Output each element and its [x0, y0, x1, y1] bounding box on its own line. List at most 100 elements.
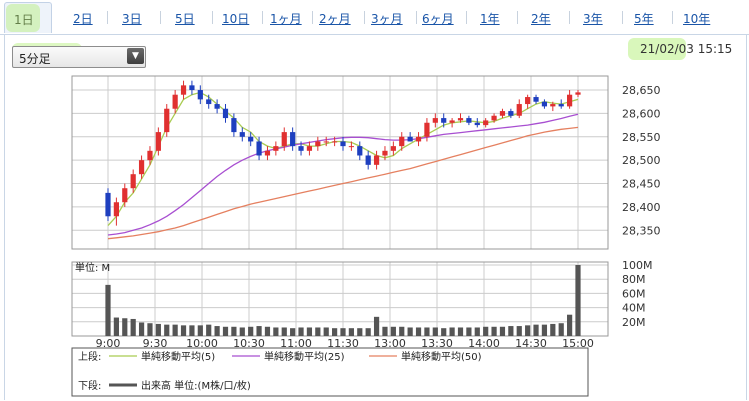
x-tick-labels: 9:00 9:30 10:00 10:30 11:00 11:30 13:00 13:30 14… [96, 337, 594, 350]
candle-body [424, 122, 430, 137]
interval-select[interactable]: 5分足 ▼ [12, 46, 146, 68]
x-tick-label: 13:00 [374, 337, 406, 350]
volume-bar [550, 323, 556, 336]
tab-2month[interactable]: 2ヶ月 [319, 12, 351, 26]
volume-bar [415, 327, 422, 336]
price-y-tick-labels: 28,650 28,600 28,550 28,500 28,450 28,400 28,3… [622, 84, 661, 237]
volume-bar [474, 327, 480, 336]
candle-body [130, 174, 136, 189]
tab-10day[interactable]: 10日 [222, 12, 250, 26]
candle-body [105, 192, 111, 217]
volume-y-tick-label: 60M [622, 287, 646, 300]
price-y-tick-label: 28,550 [622, 131, 661, 144]
price-plot-frame [71, 75, 609, 250]
tab-5year[interactable]: 5年 [634, 12, 654, 26]
tab-divider [364, 11, 365, 24]
volume-bar [449, 327, 455, 336]
tab-divider [262, 11, 263, 24]
tab-2day[interactable]: 2日 [73, 12, 93, 26]
volume-bar [508, 326, 514, 336]
volume-bar [222, 326, 229, 336]
volume-bar [122, 318, 128, 336]
tab-2year[interactable]: 2年 [531, 12, 551, 26]
tab-3month[interactable]: 3ヶ月 [371, 12, 403, 26]
interval-select-value: 5分足 [19, 52, 51, 66]
tab-6month[interactable]: 6ヶ月 [422, 12, 454, 26]
volume-bar [390, 326, 396, 336]
volume-bar [180, 325, 187, 336]
volume-bar [231, 326, 237, 336]
tab-1day[interactable]: 1日 [4, 2, 52, 33]
x-tick-label: 9:00 [96, 337, 121, 350]
tab-divider [416, 11, 417, 24]
volume-bar [558, 323, 564, 336]
candlesticks [105, 80, 581, 226]
datetime-label: 21/02/03 15:15 [640, 42, 733, 56]
candle-body [390, 146, 396, 151]
candle-body [147, 150, 153, 161]
candle-body [239, 132, 245, 137]
candle-body [340, 141, 346, 147]
volume-bar [130, 318, 136, 336]
volume-bar [281, 327, 287, 336]
volume-bar [365, 328, 371, 336]
tab-divider [517, 11, 518, 24]
volume-bar [239, 327, 245, 336]
tab-3day[interactable]: 3日 [122, 12, 142, 26]
volume-bar [457, 327, 464, 336]
volume-bars [105, 265, 581, 336]
volume-bar [373, 316, 380, 336]
legend-upper-label: 上段: [78, 350, 101, 363]
volume-bar [516, 326, 522, 336]
candle-body [550, 104, 556, 107]
volume-bar [172, 324, 178, 336]
tab-1year[interactable]: 1年 [480, 12, 500, 26]
volume-unit-label: 単位: M [75, 261, 110, 274]
volume-bar [575, 265, 581, 336]
candle-body [323, 141, 329, 143]
candle-body [432, 118, 438, 123]
tab-3year[interactable]: 3年 [583, 12, 603, 26]
chevron-down-icon[interactable]: ▼ [127, 48, 144, 64]
candle-body [273, 146, 279, 151]
volume-bar [138, 322, 145, 336]
candle-body [373, 155, 380, 165]
tab-10year[interactable]: 10年 [683, 12, 711, 26]
candle-body [231, 118, 237, 133]
price-y-tick-label: 28,600 [622, 107, 661, 120]
tab-label: 1日 [14, 13, 34, 27]
tab-divider [107, 11, 108, 24]
tab-5day[interactable]: 5日 [175, 12, 195, 26]
candle-body [399, 136, 405, 147]
x-tick-label: 14:30 [515, 337, 547, 350]
candle-body [155, 132, 161, 151]
candle-body [256, 141, 262, 156]
volume-bar [382, 326, 388, 336]
candle-body [449, 120, 455, 123]
x-tick-label: 11:30 [327, 337, 359, 350]
volume-bar [432, 327, 438, 336]
candle-body [491, 115, 497, 121]
candle-body [122, 188, 128, 203]
period-tab-bar: 1日 2日 3日 5日 10日 1ヶ月 2ヶ月 3ヶ月 6ヶ月 1年 2年 3年… [0, 0, 749, 35]
volume-plot-frame [71, 261, 609, 337]
ma50-line [107, 126, 579, 240]
volume-bar [189, 325, 195, 336]
volume-bar [206, 324, 212, 336]
volume-bar [357, 328, 363, 336]
volume-bar [264, 326, 271, 336]
price-y-tick-label: 28,500 [622, 154, 661, 167]
candle-body [541, 101, 548, 107]
candle-body [558, 104, 564, 107]
volume-y-tick-label: 80M [622, 273, 646, 286]
x-tick-label: 15:00 [562, 337, 594, 350]
tab-divider [466, 11, 467, 24]
tab-1month[interactable]: 1ヶ月 [270, 12, 302, 26]
volume-bar [567, 314, 573, 336]
price-y-tick-label: 28,350 [622, 224, 661, 237]
volume-bar [466, 327, 472, 336]
candle-body [206, 99, 212, 105]
volume-grid [72, 262, 608, 336]
tab-divider [622, 11, 623, 24]
